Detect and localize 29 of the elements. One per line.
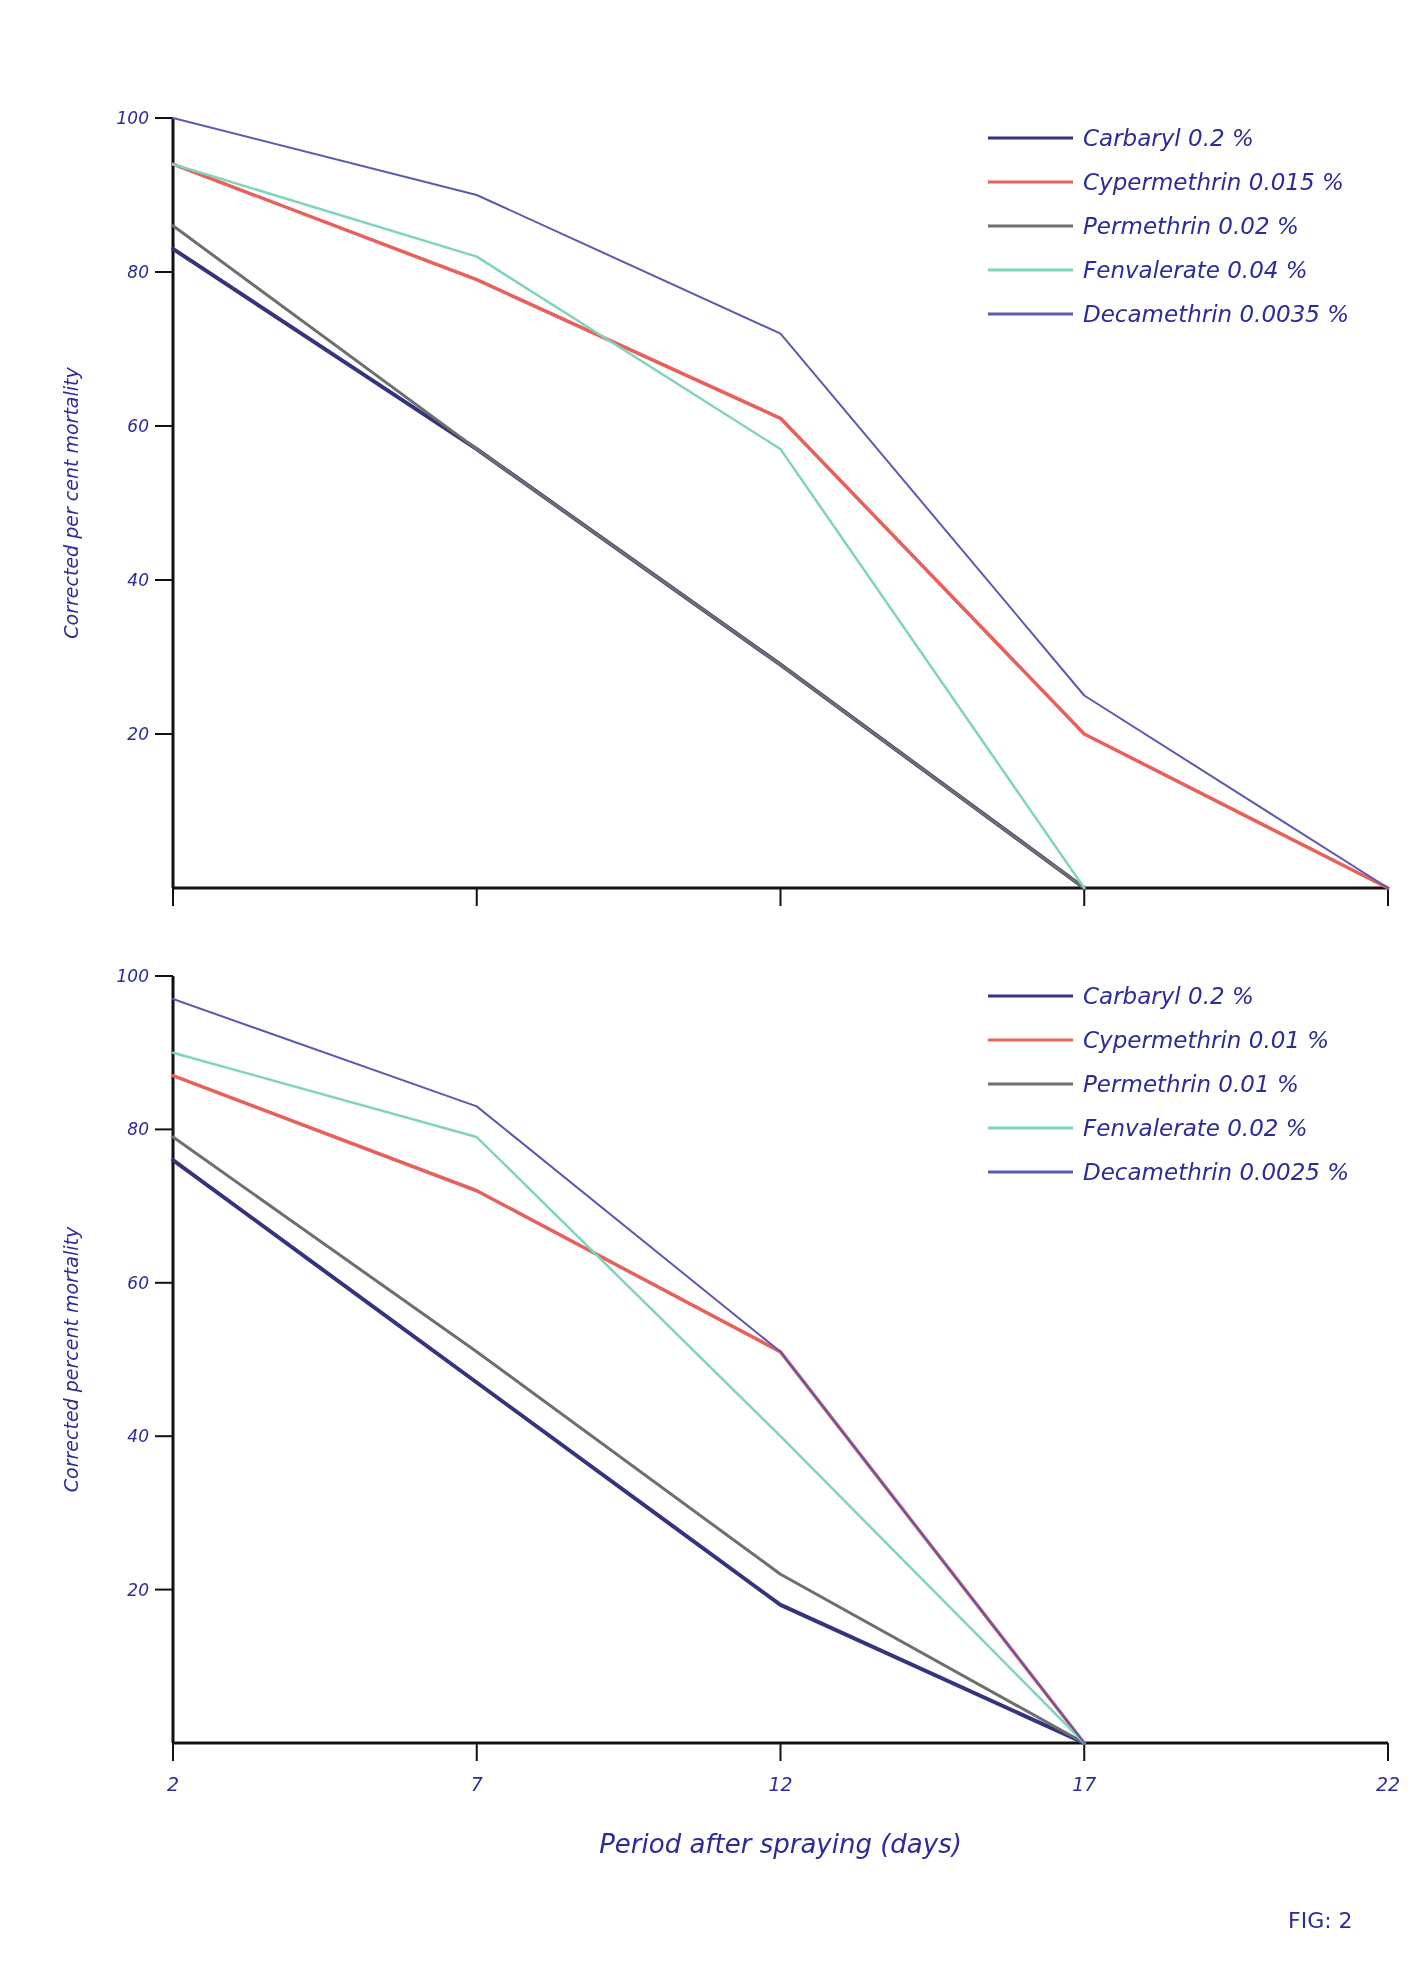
y-tick-label: 60	[127, 1272, 149, 1293]
y-tick-label: 80	[127, 1119, 149, 1140]
y-axis-title: Corrected per cent mortality	[60, 366, 82, 639]
y-axis-title: Corrected percent mortality	[60, 1226, 82, 1493]
x-tick-label: 22	[1375, 1773, 1401, 1795]
x-tick-label: 7	[470, 1773, 483, 1795]
legend-label: Fenvalerate 0.04 %	[1083, 257, 1308, 284]
x-axis-title: Period after spraying (days)	[599, 1829, 962, 1859]
legend-label: Decamethrin 0.0035 %	[1083, 301, 1350, 328]
legend-label: Decamethrin 0.0025 %	[1083, 1159, 1350, 1186]
legend-label: Cypermethrin 0.01 %	[1083, 1027, 1330, 1054]
x-tick-label: 12	[768, 1773, 793, 1795]
y-tick-label: 60	[127, 415, 149, 436]
y-tick-label: 40	[127, 569, 149, 590]
legend-label: Carbaryl 0.2 %	[1083, 983, 1254, 1010]
x-tick-label: 17	[1072, 1773, 1097, 1795]
text: FIG: 2	[1288, 1908, 1353, 1933]
y-tick-label: 100	[116, 107, 149, 128]
y-tick-label: 100	[116, 965, 149, 986]
legend-label: Fenvalerate 0.02 %	[1083, 1115, 1308, 1142]
x-tick-label: 2	[166, 1773, 180, 1795]
y-tick-label: 80	[127, 261, 149, 282]
y-tick-label: 20	[127, 723, 149, 744]
legend-label: Permethrin 0.01 %	[1083, 1071, 1299, 1098]
legend-label: Permethrin 0.02 %	[1083, 213, 1299, 240]
y-tick-label: 20	[127, 1579, 149, 1600]
y-tick-label: 40	[127, 1426, 149, 1447]
legend-label: Cypermethrin 0.015 %	[1083, 169, 1344, 196]
legend-label: Carbaryl 0.2 %	[1083, 125, 1254, 152]
